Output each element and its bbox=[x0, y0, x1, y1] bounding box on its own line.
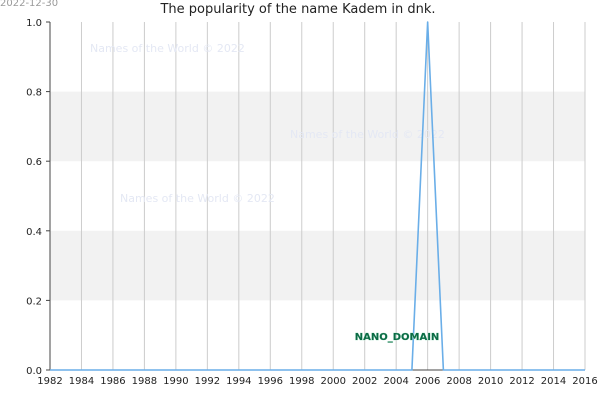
x-tick-1998: 1998 bbox=[289, 376, 314, 387]
x-tick-1986: 1986 bbox=[100, 376, 125, 387]
background-bands bbox=[50, 91, 585, 301]
y-tick-0.6: 0.6 bbox=[26, 157, 42, 168]
x-tick-2000: 2000 bbox=[321, 376, 346, 387]
x-tick-1994: 1994 bbox=[226, 376, 251, 387]
band-1 bbox=[50, 91, 585, 162]
watermark-1: Names of the World © 2022 bbox=[290, 128, 445, 141]
y-tick-labels: 0.0 0.2 0.4 0.6 0.8 1.0 bbox=[26, 18, 50, 377]
x-tick-1984: 1984 bbox=[69, 376, 94, 387]
x-tick-1988: 1988 bbox=[132, 376, 157, 387]
x-tick-1996: 1996 bbox=[258, 376, 283, 387]
x-tick-2006: 2006 bbox=[415, 376, 440, 387]
x-tick-2016: 2016 bbox=[572, 376, 597, 387]
x-tick-2012: 2012 bbox=[509, 376, 534, 387]
series-line-0 bbox=[50, 21, 585, 371]
nano-domain-label: NANO_DOMAIN bbox=[355, 332, 440, 343]
y-tick-0.4: 0.4 bbox=[26, 227, 42, 238]
chart-title: The popularity of the name Kadem in dnk. bbox=[159, 2, 435, 17]
watermark-2: Names of the World © 2022 bbox=[120, 192, 275, 205]
x-tick-2014: 2014 bbox=[541, 376, 566, 387]
series-lines bbox=[50, 21, 585, 371]
x-tick-1992: 1992 bbox=[195, 376, 220, 387]
band-0 bbox=[50, 230, 585, 301]
x-tick-2008: 2008 bbox=[446, 376, 471, 387]
y-tick-0.2: 0.2 bbox=[26, 296, 42, 307]
date-label: 2022-12-30 bbox=[0, 0, 59, 9]
x-tick-1990: 1990 bbox=[163, 376, 188, 387]
y-tick-1.0: 1.0 bbox=[26, 18, 42, 29]
watermark-0: Names of the World © 2022 bbox=[90, 42, 245, 55]
grid-lines bbox=[49, 22, 586, 370]
y-tick-0.0: 0.0 bbox=[26, 366, 42, 377]
x-tick-2002: 2002 bbox=[352, 376, 377, 387]
x-tick-2010: 2010 bbox=[478, 376, 503, 387]
x-tick-labels: 1982 1984 1986 1988 1990 1992 1994 1996 1998 2000… bbox=[37, 376, 597, 387]
y-tick-0.8: 0.8 bbox=[26, 88, 42, 99]
watermarks: Names of the World © 2022 Names of the Wo… bbox=[90, 42, 445, 205]
x-tick-1982: 1982 bbox=[37, 376, 62, 387]
x-tick-2004: 2004 bbox=[383, 376, 408, 387]
